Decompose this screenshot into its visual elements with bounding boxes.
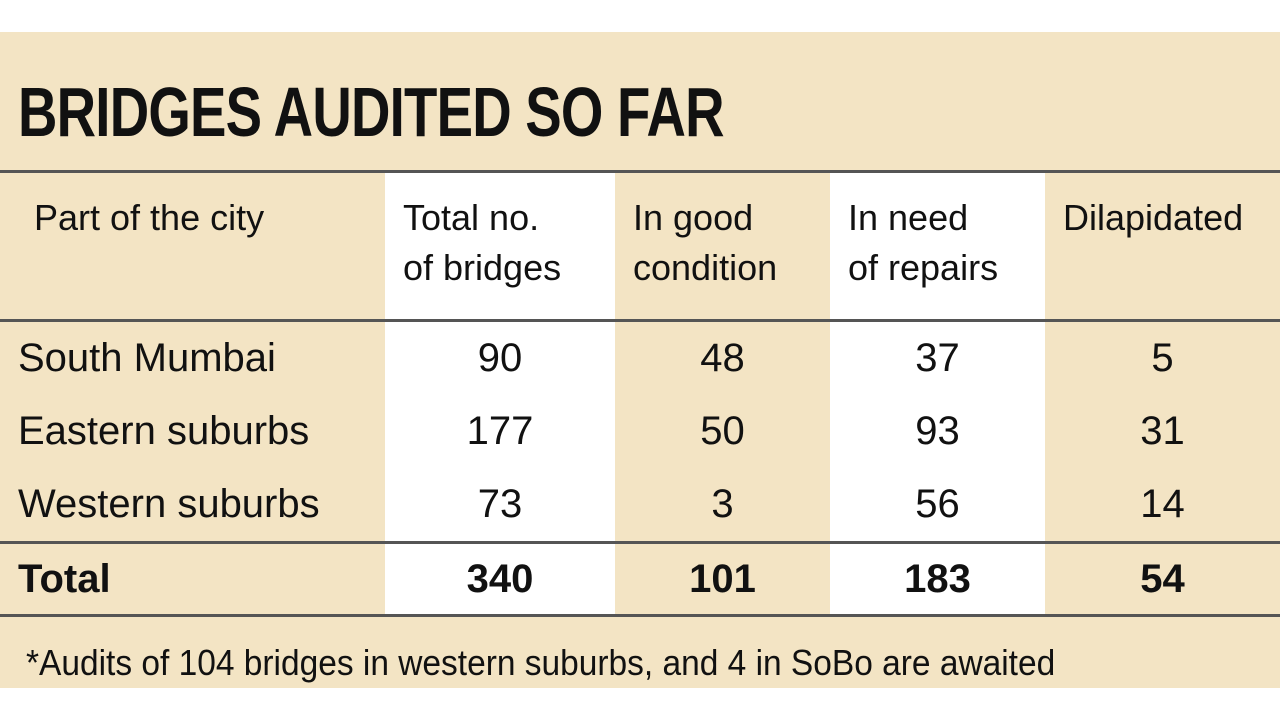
cell: 340 <box>385 541 615 617</box>
cell: 90 <box>385 320 615 395</box>
cell: Total no. of bridges <box>385 170 615 322</box>
cell: 73 <box>385 468 615 543</box>
cell: 3 <box>711 482 734 526</box>
cell: 14 <box>1140 482 1185 526</box>
cell: In need of repairs <box>830 170 1045 322</box>
row-label: Western suburbs <box>18 482 320 526</box>
cell: 183 <box>830 541 1045 617</box>
cell: 37 <box>830 320 1045 395</box>
table: Part of the city Total no. of bridges In g… <box>0 170 1280 617</box>
row-label: Eastern suburbs <box>18 409 310 453</box>
header-row: Part of the city Total no. of bridges In g… <box>0 170 1280 322</box>
cell: 177 <box>385 395 615 468</box>
data-row: South Mumbai 90 48 37 5 <box>0 320 1280 395</box>
row-label: Total <box>0 541 385 617</box>
title: BRIDGES AUDITED SO FAR <box>18 73 725 151</box>
data-row: Eastern suburbs 177 50 93 31 <box>0 395 1280 468</box>
cell: 101 <box>615 541 830 617</box>
cell: 31 <box>1140 409 1185 453</box>
cell: 48 <box>700 336 745 380</box>
cell: 50 <box>700 409 745 453</box>
cell: 54 <box>1045 541 1280 617</box>
background-panel: BRIDGES AUDITED SO FAR Part of the city T… <box>0 32 1280 688</box>
data-row: Western suburbs 73 3 56 14 <box>0 468 1280 543</box>
cell: In good condition <box>615 170 830 322</box>
cell: 5 <box>1151 336 1174 380</box>
row-label: Part of the city <box>0 170 385 322</box>
row-label: South Mumbai <box>18 336 276 380</box>
footnote: *Audits of 104 bridges in western suburb… <box>26 642 1056 683</box>
total-row: Total 340 101 183 54 <box>0 541 1280 617</box>
cell: Dilapidated <box>1045 170 1280 322</box>
cell: 56 <box>830 468 1045 543</box>
cell: 93 <box>830 395 1045 468</box>
